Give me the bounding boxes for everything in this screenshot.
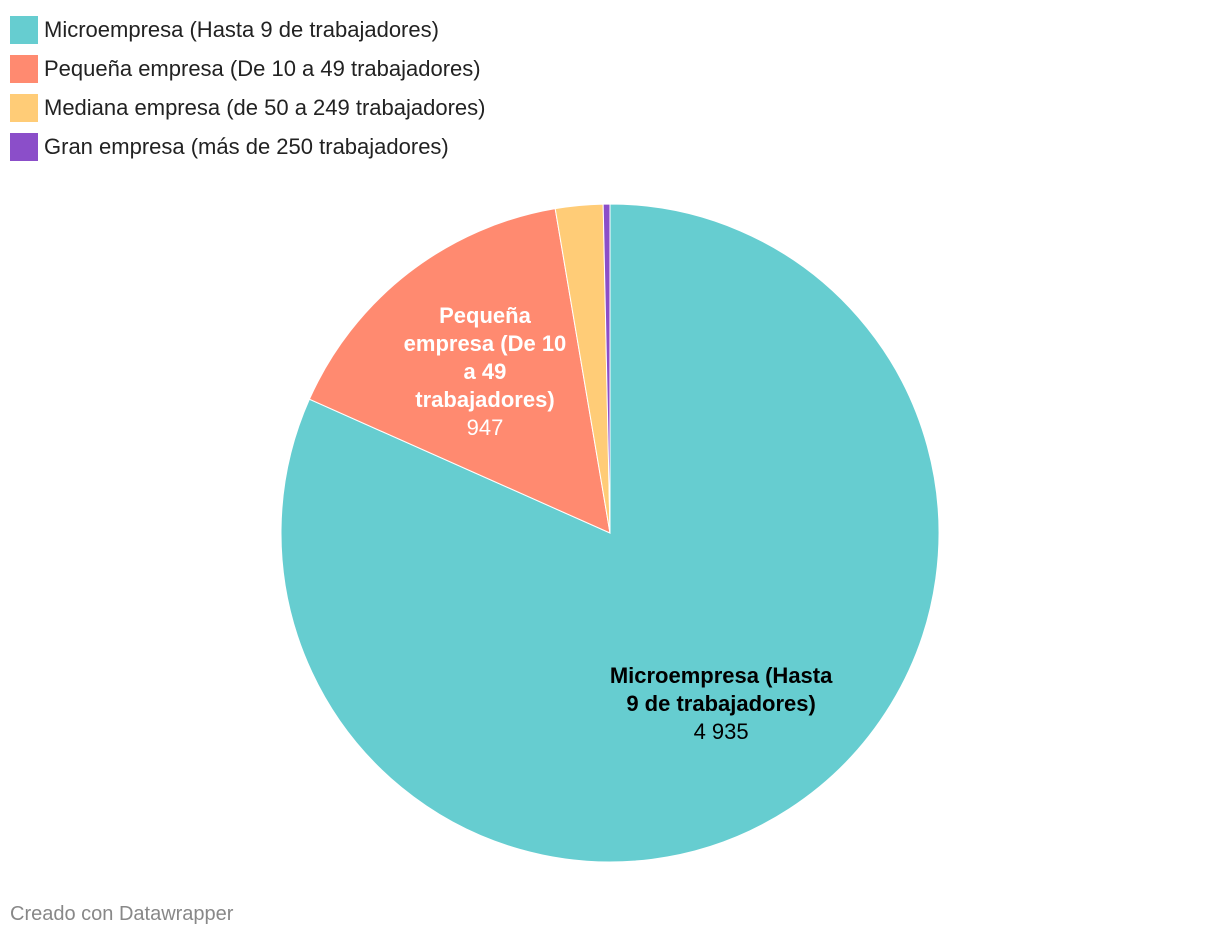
legend-swatch — [10, 54, 38, 83]
legend-swatch — [10, 93, 38, 122]
legend-item: Gran empresa (más de 250 trabajadores) — [10, 127, 486, 166]
slice-label-value: 947 — [466, 414, 504, 440]
slice-label: Pequeña empresa (De 10 a 49 trabajadores… — [397, 302, 572, 442]
legend-label: Mediana empresa (de 50 a 249 trabajadore… — [44, 94, 486, 120]
legend-item: Mediana empresa (de 50 a 249 trabajadore… — [10, 88, 486, 127]
legend-swatch — [10, 15, 38, 44]
slice-label-name: Microempresa (Hasta 9 de trabajadores) — [609, 663, 833, 717]
legend-label: Gran empresa (más de 250 trabajadores) — [44, 133, 449, 159]
slice-label: Microempresa (Hasta 9 de trabajadores) 4 … — [601, 662, 841, 746]
pie-slice — [602, 203, 611, 534]
pie-slice — [308, 208, 611, 534]
legend-item: Microempresa (Hasta 9 de trabajadores) — [10, 10, 486, 49]
legend-swatch — [10, 132, 38, 161]
slice-label-name: Pequeña empresa (De 10 a 49 trabajadores… — [403, 302, 567, 412]
legend-label: Pequeña empresa (De 10 a 49 trabajadores… — [44, 55, 481, 81]
legend-item: Pequeña empresa (De 10 a 49 trabajadores… — [10, 49, 486, 88]
legend-label: Microempresa (Hasta 9 de trabajadores) — [44, 16, 439, 42]
legend: Microempresa (Hasta 9 de trabajadores) Pe… — [10, 10, 486, 166]
footer: Creado con Datawrapper — [10, 903, 234, 925]
pie-slice — [280, 203, 940, 863]
slice-label-value: 4 935 — [693, 719, 749, 745]
